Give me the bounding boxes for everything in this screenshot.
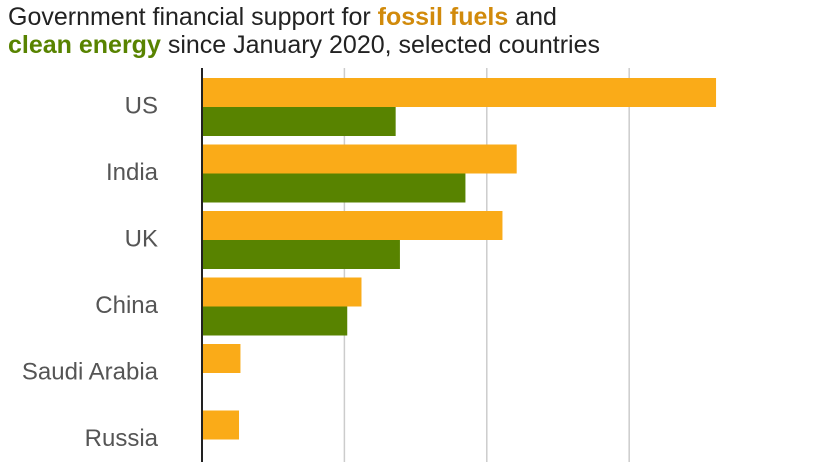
- title-part: since January 2020, selected countries: [168, 31, 600, 59]
- bar: [202, 78, 717, 107]
- y-tick-label: China: [95, 292, 158, 319]
- bar: [202, 211, 503, 240]
- y-tick-label: Saudi Arabia: [22, 358, 159, 385]
- chart-title-line-1: Government financial support for fossil …: [8, 3, 557, 31]
- title-series-name: fossil fuels: [378, 3, 509, 31]
- y-tick-label: UK: [125, 225, 158, 252]
- bar: [202, 173, 466, 203]
- bar: [202, 306, 348, 336]
- bar: [202, 410, 240, 440]
- bar: [202, 144, 517, 174]
- title-series-name: clean energy: [8, 31, 161, 59]
- y-tick-label: India: [106, 159, 159, 186]
- y-tick-label: Russia: [85, 425, 159, 452]
- y-tick-label: US: [125, 92, 158, 119]
- chart-title-line-2: clean energy since January 2020, selecte…: [8, 31, 600, 59]
- bar: [202, 277, 362, 307]
- bar: [202, 344, 241, 373]
- bar: [202, 107, 396, 136]
- bar: [202, 240, 400, 269]
- title-part: Government financial support for: [8, 3, 371, 31]
- title-part: and: [515, 3, 557, 31]
